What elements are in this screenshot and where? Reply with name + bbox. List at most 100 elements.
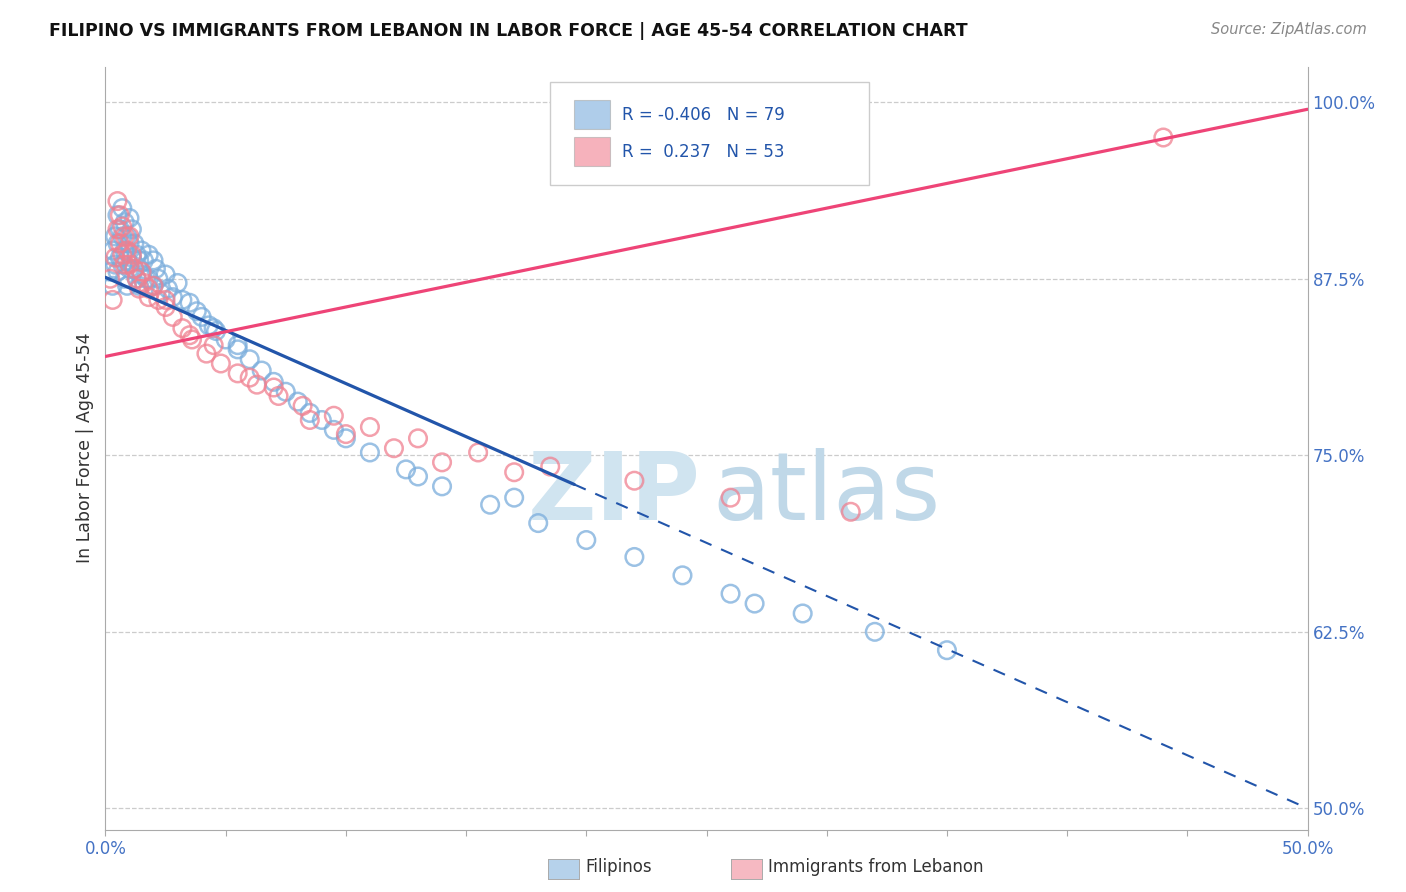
Point: [267, 389, 290, 403]
Point: [430, 479, 453, 493]
Point: [132, 276, 155, 290]
FancyBboxPatch shape: [574, 137, 610, 166]
Point: [335, 431, 357, 445]
Point: [936, 643, 959, 657]
Point: [121, 248, 143, 262]
Text: atlas: atlas: [713, 448, 941, 540]
Point: [527, 516, 550, 530]
Point: [118, 229, 141, 244]
Point: [298, 413, 321, 427]
Point: [128, 282, 150, 296]
Point: [322, 423, 344, 437]
Point: [128, 253, 150, 268]
Point: [155, 293, 177, 307]
Point: [132, 253, 155, 268]
Point: [114, 271, 136, 285]
Point: [128, 278, 150, 293]
Point: [291, 399, 314, 413]
Point: [101, 244, 124, 258]
Point: [863, 624, 886, 639]
Point: [287, 394, 309, 409]
Point: [111, 248, 134, 262]
Text: R =  0.237   N = 53: R = 0.237 N = 53: [623, 143, 785, 161]
Point: [108, 251, 131, 265]
Point: [274, 384, 297, 399]
Point: [226, 338, 249, 352]
Point: [124, 261, 146, 276]
Point: [148, 271, 170, 285]
Point: [98, 271, 121, 285]
Point: [202, 338, 225, 352]
Text: ZIP: ZIP: [527, 448, 700, 540]
Point: [155, 300, 177, 314]
Y-axis label: In Labor Force | Age 45-54: In Labor Force | Age 45-54: [76, 333, 94, 564]
Point: [142, 253, 165, 268]
Point: [186, 304, 208, 318]
Point: [124, 236, 146, 251]
Point: [179, 328, 201, 343]
Point: [359, 420, 381, 434]
Point: [226, 367, 249, 381]
Point: [118, 211, 141, 225]
Point: [166, 276, 188, 290]
Point: [720, 587, 742, 601]
Text: FILIPINO VS IMMIGRANTS FROM LEBANON IN LABOR FORCE | AGE 45-54 CORRELATION CHART: FILIPINO VS IMMIGRANTS FROM LEBANON IN L…: [49, 22, 967, 40]
Point: [195, 346, 218, 360]
Point: [108, 208, 131, 222]
Point: [111, 219, 134, 234]
Point: [108, 236, 131, 251]
Point: [125, 271, 148, 285]
Point: [162, 310, 184, 324]
Point: [430, 455, 453, 469]
Text: Immigrants from Lebanon: Immigrants from Lebanon: [768, 858, 983, 876]
Point: [263, 380, 285, 394]
Point: [792, 607, 814, 621]
Point: [172, 321, 194, 335]
Point: [115, 253, 138, 268]
Point: [395, 462, 418, 476]
Point: [623, 474, 645, 488]
Point: [181, 333, 204, 347]
Point: [135, 271, 157, 285]
Point: [104, 251, 127, 265]
Point: [172, 293, 194, 307]
Point: [720, 491, 742, 505]
Point: [121, 251, 143, 265]
Point: [382, 441, 405, 455]
Point: [131, 265, 153, 279]
Point: [104, 229, 127, 244]
Point: [575, 533, 598, 547]
Point: [115, 278, 138, 293]
Point: [114, 229, 136, 244]
Point: [298, 406, 321, 420]
Point: [107, 208, 129, 222]
Point: [359, 445, 381, 459]
Point: [101, 293, 124, 307]
Point: [121, 222, 143, 236]
Point: [190, 310, 212, 324]
Point: [111, 201, 134, 215]
Point: [250, 363, 273, 377]
Point: [479, 498, 502, 512]
Point: [503, 465, 526, 479]
Point: [131, 244, 153, 258]
Point: [148, 293, 170, 307]
Point: [104, 258, 127, 272]
Point: [131, 268, 153, 282]
Point: [623, 549, 645, 564]
Point: [239, 352, 262, 367]
Point: [107, 265, 129, 279]
Point: [145, 261, 167, 276]
Point: [107, 194, 129, 208]
Point: [239, 370, 262, 384]
Point: [839, 505, 862, 519]
Point: [335, 427, 357, 442]
Point: [138, 290, 160, 304]
FancyBboxPatch shape: [550, 82, 869, 186]
Point: [406, 469, 429, 483]
Point: [138, 282, 160, 296]
Point: [214, 333, 236, 347]
Point: [118, 236, 141, 251]
Point: [118, 258, 141, 272]
Point: [538, 459, 561, 474]
